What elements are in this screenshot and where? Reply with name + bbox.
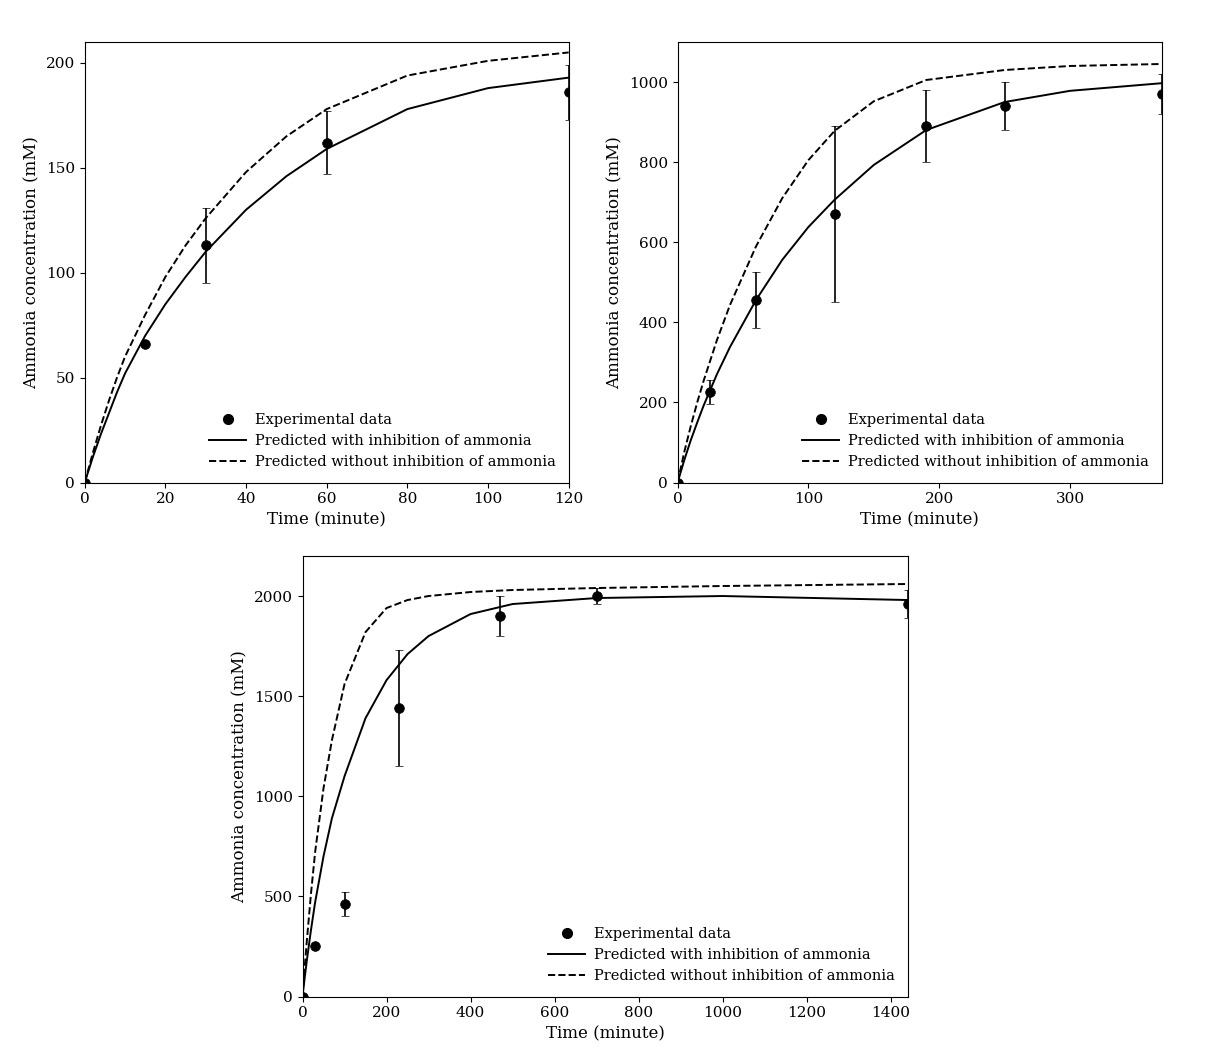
Legend: Experimental data, Predicted with inhibition of ammonia, Predicted without inhib: Experimental data, Predicted with inhibi…: [796, 407, 1154, 475]
Y-axis label: Ammonia concentration (mM): Ammonia concentration (mM): [23, 135, 40, 389]
Legend: Experimental data, Predicted with inhibition of ammonia, Predicted without inhib: Experimental data, Predicted with inhibi…: [203, 407, 561, 475]
Legend: Experimental data, Predicted with inhibition of ammonia, Predicted without inhib: Experimental data, Predicted with inhibi…: [542, 921, 900, 989]
Y-axis label: Ammonia concentration (mM): Ammonia concentration (mM): [606, 135, 623, 389]
Y-axis label: Ammonia concentration (mM): Ammonia concentration (mM): [231, 649, 248, 903]
X-axis label: Time (minute): Time (minute): [267, 512, 386, 529]
X-axis label: Time (minute): Time (minute): [860, 512, 979, 529]
X-axis label: Time (minute): Time (minute): [546, 1026, 664, 1043]
